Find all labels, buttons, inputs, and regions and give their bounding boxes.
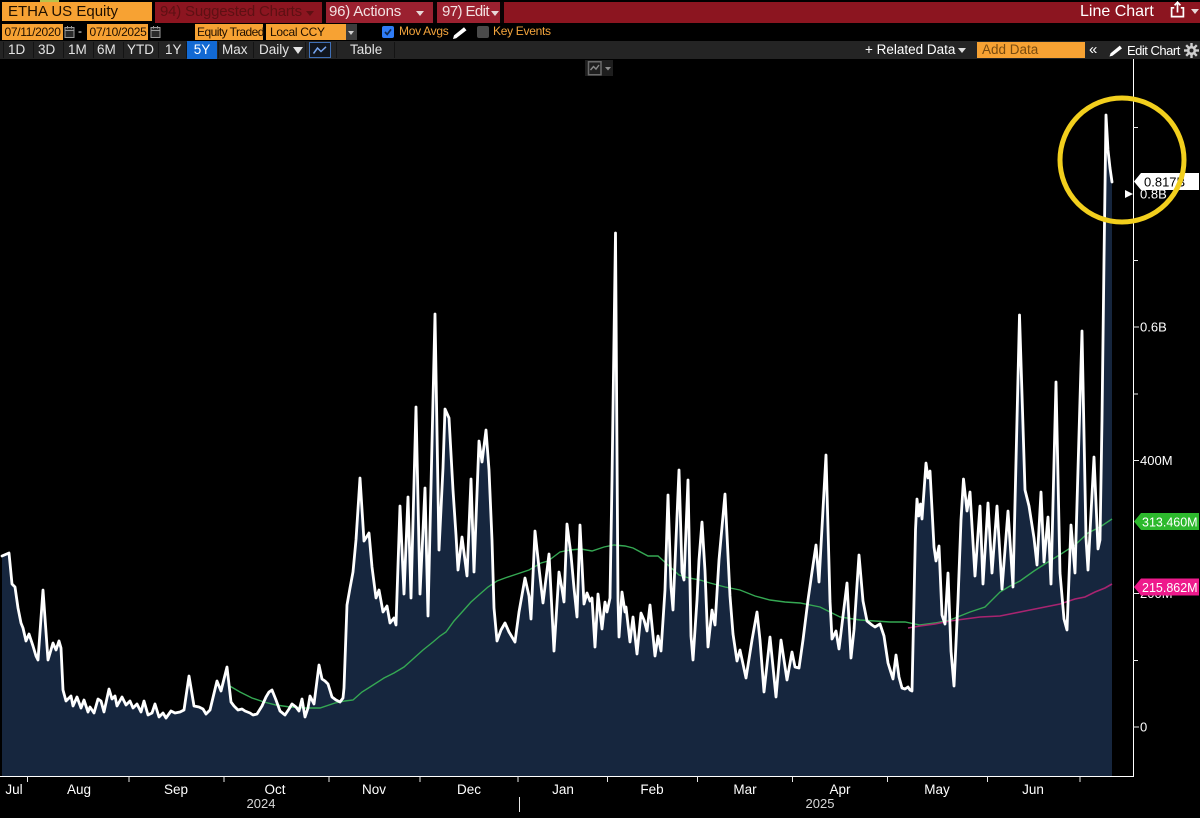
svg-text:0.817B: 0.817B bbox=[1144, 175, 1185, 190]
svg-text:0.8B: 0.8B bbox=[1140, 187, 1167, 202]
svg-text:Dec: Dec bbox=[457, 782, 481, 797]
svg-text:0.6B: 0.6B bbox=[1140, 320, 1167, 335]
svg-text:2024: 2024 bbox=[247, 796, 276, 811]
svg-text:Feb: Feb bbox=[640, 782, 663, 797]
svg-text:Nov: Nov bbox=[362, 782, 386, 797]
svg-text:Jun: Jun bbox=[1022, 782, 1044, 797]
svg-text:Apr: Apr bbox=[829, 782, 851, 797]
svg-text:2025: 2025 bbox=[806, 796, 835, 811]
svg-text:215.862M: 215.862M bbox=[1142, 581, 1198, 595]
svg-text:Oct: Oct bbox=[264, 782, 285, 797]
svg-text:Aug: Aug bbox=[67, 782, 91, 797]
svg-text:Mar: Mar bbox=[733, 782, 757, 797]
svg-text:Jan: Jan bbox=[552, 782, 574, 797]
svg-text:313.460M: 313.460M bbox=[1142, 516, 1198, 530]
svg-text:May: May bbox=[924, 782, 950, 797]
svg-text:Jul: Jul bbox=[5, 782, 22, 797]
svg-text:Sep: Sep bbox=[164, 782, 188, 797]
svg-text:0: 0 bbox=[1140, 720, 1147, 735]
svg-text:400M: 400M bbox=[1140, 453, 1173, 468]
